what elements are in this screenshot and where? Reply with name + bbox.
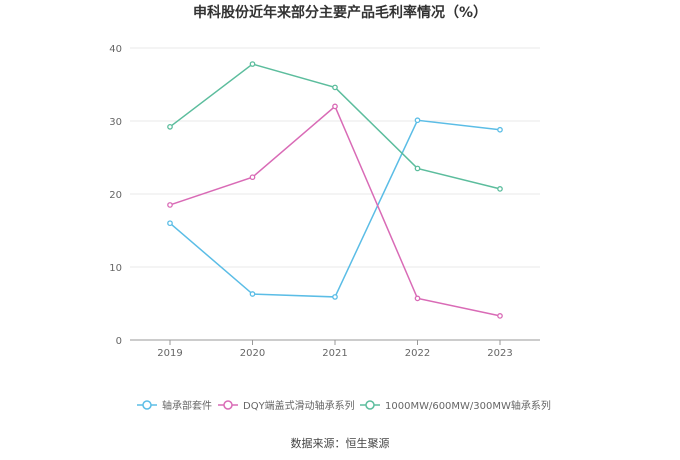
data-point-0-2021 xyxy=(332,294,338,300)
x-tick-label-2019: 2019 xyxy=(157,348,182,359)
x-tick-label-2021: 2021 xyxy=(322,348,347,359)
legend-marker-1 xyxy=(223,400,233,410)
series-line-2 xyxy=(169,63,501,190)
y-tick-label-20: 20 xyxy=(109,190,122,201)
series-line-0 xyxy=(169,119,501,298)
axes: 0 10 20 30 40 2019 2020 2021 2022 2023 xyxy=(109,44,540,359)
data-point-1-2023 xyxy=(497,313,503,319)
data-point-1-2021 xyxy=(332,103,338,110)
legend-label-1: DQY端盖式滑动轴承系列 xyxy=(243,399,355,412)
y-tick-label-0: 0 xyxy=(116,336,122,347)
data-point-2-2021 xyxy=(332,84,338,91)
data-point-0-2023 xyxy=(497,126,503,133)
data-point-2-2023 xyxy=(497,186,503,192)
y-tick-label-40: 40 xyxy=(109,44,122,55)
data-point-1-2019 xyxy=(167,202,173,208)
legend-label-2: 1000MW/600MW/300MW轴承系列 xyxy=(385,399,551,412)
legend-marker-0 xyxy=(142,400,152,410)
data-point-2-2020 xyxy=(249,61,256,67)
y-tick-label-30: 30 xyxy=(109,117,122,128)
data-point-2-2022 xyxy=(414,165,421,172)
chart-title: 申科股份近年来部分主要产品毛利率情况（%） xyxy=(193,4,487,21)
source-note: 数据来源：恒生聚源 xyxy=(291,436,390,450)
y-tick-label-10: 10 xyxy=(109,263,122,274)
x-tick-label-2020: 2020 xyxy=(240,348,265,359)
data-point-0-2020 xyxy=(249,291,256,297)
legend-label-0: 轴承部套件 xyxy=(162,399,212,412)
data-point-1-2022 xyxy=(414,295,421,302)
data-point-2-2019 xyxy=(167,123,173,130)
data-point-1-2020 xyxy=(249,174,256,181)
legend: 轴承部套件 DQY端盖式滑动轴承系列 1000MW/600MW/300MW轴承系列 xyxy=(137,399,551,412)
x-tick-label-2023: 2023 xyxy=(487,348,512,359)
series-group xyxy=(167,61,503,319)
grid-lines xyxy=(130,47,540,268)
data-point-0-2019 xyxy=(167,220,173,227)
data-point-0-2022 xyxy=(414,117,421,124)
x-tick-label-2022: 2022 xyxy=(405,348,430,359)
legend-marker-2 xyxy=(365,400,375,410)
series-line-1 xyxy=(169,105,501,317)
